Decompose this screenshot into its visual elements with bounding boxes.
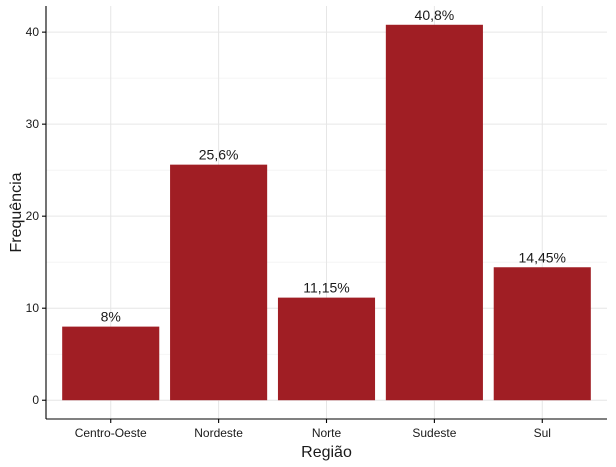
- x-tick-label: Sudeste: [412, 426, 456, 440]
- bars: [62, 24, 591, 401]
- x-tick-label: Sul: [534, 426, 551, 440]
- bar-sudeste: [385, 24, 483, 401]
- x-tick-label: Centro-Oeste: [75, 426, 147, 440]
- data-label: 14,45%: [519, 249, 566, 265]
- y-axis-title: Frequência: [8, 172, 25, 252]
- y-tick-label: 40: [26, 25, 40, 39]
- axes: 0 10 20 30 40 Centro-Oeste Nordeste Norte Sudest…: [26, 6, 607, 440]
- data-label: 8%: [101, 309, 121, 325]
- bar-centro-oeste: [62, 326, 160, 401]
- y-tick-label: 30: [26, 117, 40, 131]
- y-tick-label: 10: [26, 301, 40, 315]
- data-label: 25,6%: [199, 147, 239, 163]
- bar-norte: [277, 297, 376, 401]
- data-label: 40,8%: [415, 7, 455, 23]
- x-axis-title: Região: [301, 444, 352, 461]
- y-tick-label: 0: [32, 393, 39, 407]
- x-tick-label: Norte: [312, 426, 342, 440]
- bar-nordeste: [170, 164, 268, 401]
- x-tick-label: Nordeste: [194, 426, 243, 440]
- y-tick-label: 20: [26, 209, 40, 223]
- data-labels: 8% 25,6% 11,15% 40,8% 14,45%: [101, 7, 566, 325]
- bar-sul: [493, 267, 591, 401]
- data-label: 11,15%: [303, 280, 349, 296]
